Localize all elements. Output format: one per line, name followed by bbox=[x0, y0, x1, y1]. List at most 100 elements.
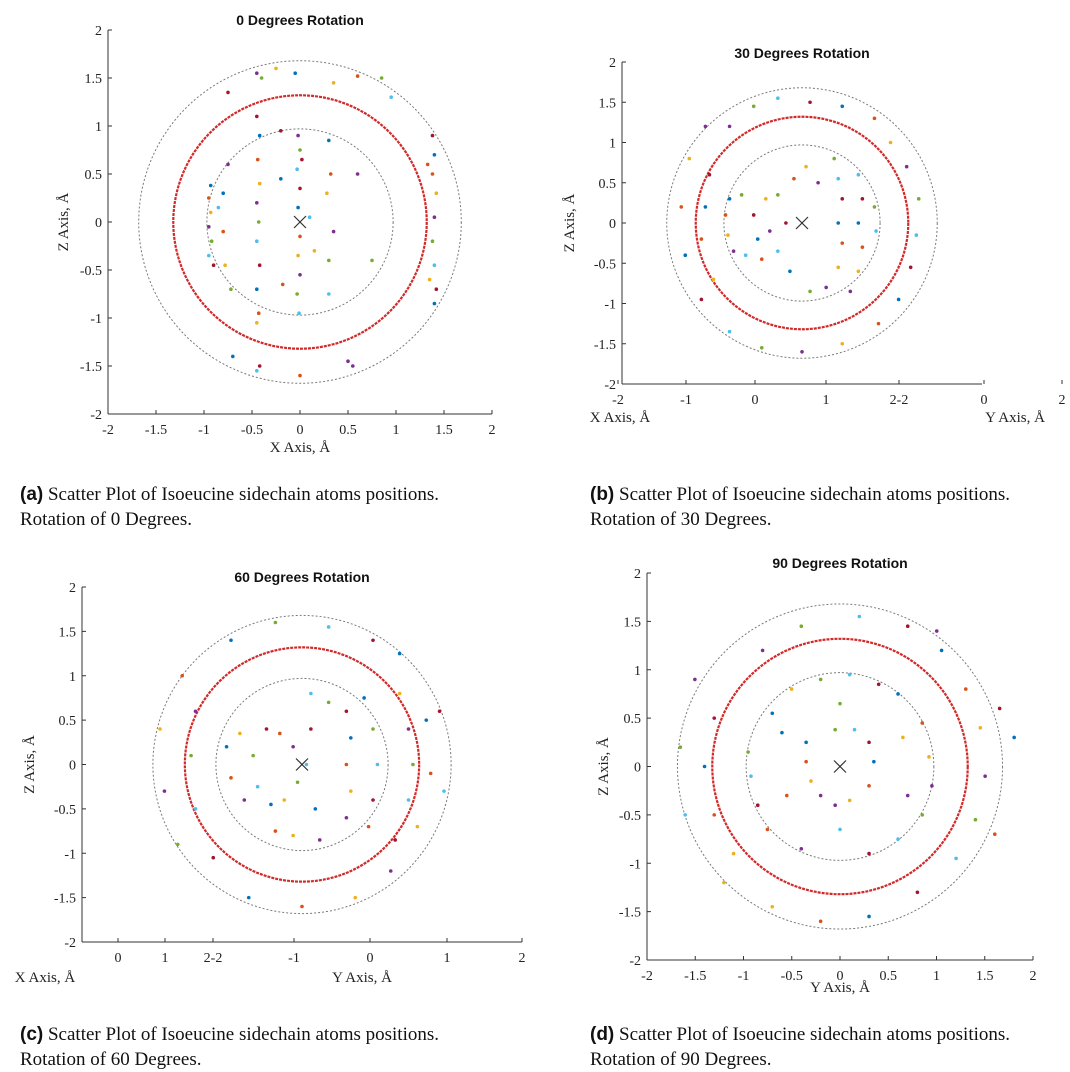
data-point bbox=[256, 220, 261, 224]
data-point bbox=[326, 625, 331, 629]
data-point bbox=[434, 191, 439, 195]
boundary-circle bbox=[152, 614, 452, 915]
chart-title: 30 Degrees Rotation bbox=[734, 45, 869, 61]
x-axis-label: X Axis, Å bbox=[270, 440, 331, 456]
data-point bbox=[905, 793, 910, 798]
chart-panel-b: 30 Degrees Rotation -2 -1.5 -1 -0.5 0 0.5 1 1.5 2… bbox=[562, 45, 1066, 426]
data-point bbox=[800, 350, 804, 354]
boundary-circle-red bbox=[172, 94, 428, 350]
y-tick-label: 0 bbox=[95, 216, 102, 231]
x-tick-label: 2 bbox=[1059, 393, 1066, 408]
data-point bbox=[856, 269, 861, 274]
data-point bbox=[379, 76, 384, 80]
data-point bbox=[349, 789, 353, 793]
data-point bbox=[856, 172, 861, 177]
data-point bbox=[269, 802, 273, 807]
data-point bbox=[207, 196, 211, 200]
y-tick-label: 0.5 bbox=[85, 168, 103, 183]
data-point bbox=[291, 744, 295, 749]
data-point bbox=[809, 779, 813, 783]
data-point bbox=[679, 205, 684, 209]
data-point bbox=[760, 648, 765, 653]
y-tick-label: 1 bbox=[634, 664, 641, 679]
data-point bbox=[428, 771, 433, 776]
boundary-circle bbox=[215, 677, 389, 852]
y-tick-label: -1 bbox=[604, 298, 616, 313]
x-tick-label: 1 bbox=[933, 969, 940, 984]
caption-text: Scatter Plot of Isoeucine sidechain atom… bbox=[619, 484, 1011, 505]
data-point bbox=[763, 197, 768, 201]
x-tick-label: -1 bbox=[738, 969, 750, 984]
data-point bbox=[901, 735, 905, 740]
data-point bbox=[743, 253, 748, 257]
data-point bbox=[751, 213, 756, 217]
data-point bbox=[727, 197, 732, 201]
data-point bbox=[430, 172, 435, 176]
z-axis-label: Z Axis, Å bbox=[56, 192, 72, 251]
data-point bbox=[687, 156, 692, 161]
y-tick-label: 2 bbox=[69, 581, 76, 596]
y-tick-label: -1.5 bbox=[54, 892, 76, 907]
y-tick-label: 2 bbox=[609, 56, 616, 71]
data-point bbox=[702, 764, 707, 769]
data-point bbox=[888, 140, 893, 145]
data-point bbox=[327, 138, 331, 143]
y-tick-label: 0.5 bbox=[59, 714, 77, 729]
x-tick-label: 0 bbox=[981, 393, 988, 408]
data-point bbox=[867, 914, 871, 919]
data-point bbox=[226, 90, 230, 95]
data-point bbox=[759, 345, 764, 350]
data-point bbox=[739, 193, 744, 197]
data-point bbox=[804, 740, 808, 745]
data-point bbox=[304, 762, 309, 767]
y-tick-label: -1 bbox=[629, 857, 641, 872]
data-point bbox=[397, 651, 402, 656]
data-point bbox=[189, 753, 193, 758]
data-point bbox=[874, 229, 878, 233]
data-point bbox=[208, 210, 213, 215]
data-point bbox=[693, 677, 697, 682]
data-point bbox=[818, 677, 823, 682]
boundary-circle bbox=[745, 672, 935, 861]
x-tick-label: -1 bbox=[288, 951, 300, 966]
data-point bbox=[727, 124, 732, 129]
data-point bbox=[838, 827, 842, 832]
y-tick-label: -0.5 bbox=[594, 257, 616, 272]
data-point bbox=[867, 740, 871, 745]
data-point bbox=[930, 784, 934, 788]
data-point bbox=[254, 201, 259, 205]
data-point bbox=[209, 239, 214, 243]
data-point bbox=[434, 287, 439, 292]
data-point bbox=[838, 701, 842, 706]
data-point bbox=[712, 716, 717, 720]
data-point bbox=[746, 750, 750, 754]
x-tick-label: 2-2 bbox=[204, 951, 223, 966]
y-tick-label: 2 bbox=[634, 567, 641, 582]
data-point bbox=[867, 851, 871, 856]
data-point bbox=[799, 846, 804, 851]
data-point bbox=[246, 895, 251, 900]
x-tick-label: 2-2 bbox=[890, 393, 909, 408]
data-point bbox=[175, 842, 180, 847]
data-point bbox=[430, 133, 435, 138]
data-point bbox=[298, 186, 302, 191]
boundary-circle bbox=[666, 87, 938, 359]
data-point bbox=[856, 221, 861, 225]
caption-text: Rotation of 30 Degrees. bbox=[590, 509, 772, 530]
data-point bbox=[307, 215, 312, 219]
data-point bbox=[393, 838, 397, 842]
data-point bbox=[371, 727, 375, 731]
data-point bbox=[211, 855, 216, 860]
data-point bbox=[297, 311, 301, 316]
data-point bbox=[296, 133, 300, 138]
data-point bbox=[279, 177, 283, 181]
x-tick-label: 2 bbox=[1030, 969, 1037, 984]
data-point bbox=[331, 229, 336, 234]
data-point bbox=[325, 191, 329, 195]
data-point bbox=[193, 807, 198, 811]
data-point bbox=[927, 755, 931, 759]
caption-c: (c) Scatter Plot of Isoeucine sidechain … bbox=[20, 1022, 439, 1072]
caption-label: (b) bbox=[590, 484, 615, 505]
boundary-circle bbox=[206, 128, 394, 316]
chart-title: 60 Degrees Rotation bbox=[234, 569, 369, 585]
